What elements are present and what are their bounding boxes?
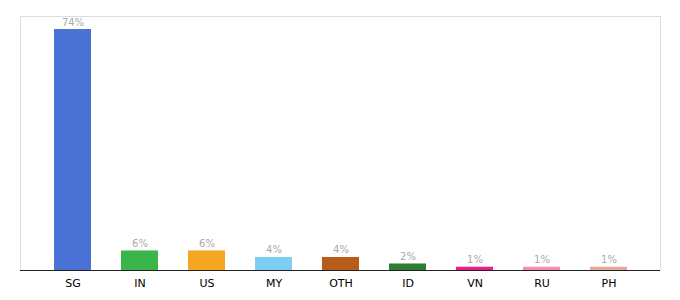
svg-text:ID: ID (402, 277, 414, 290)
svg-text:IN: IN (134, 277, 145, 290)
svg-text:6%: 6% (132, 238, 148, 249)
svg-text:1%: 1% (601, 254, 617, 265)
svg-text:RU: RU (534, 277, 550, 290)
svg-text:OTH: OTH (329, 277, 353, 290)
svg-text:1%: 1% (534, 254, 550, 265)
svg-text:4%: 4% (333, 244, 349, 255)
svg-text:SG: SG (65, 277, 81, 290)
svg-text:PH: PH (602, 277, 617, 290)
svg-text:US: US (199, 277, 214, 290)
svg-text:MY: MY (266, 277, 282, 290)
svg-text:74%: 74% (62, 17, 84, 28)
svg-text:1%: 1% (467, 254, 483, 265)
svg-text:4%: 4% (266, 244, 282, 255)
svg-text:2%: 2% (400, 251, 416, 262)
svg-text:VN: VN (467, 277, 483, 290)
svg-text:6%: 6% (199, 238, 215, 249)
